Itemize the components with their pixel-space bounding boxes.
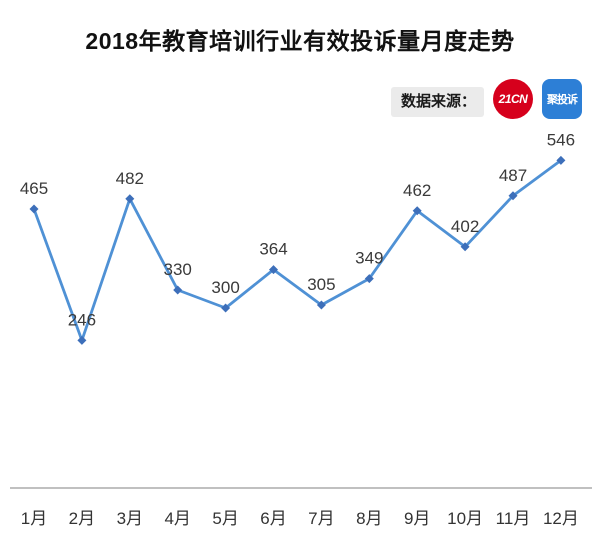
- chart-title: 2018年教育培训行业有效投诉量月度走势: [85, 28, 515, 54]
- x-tick-label: 9月: [404, 509, 430, 528]
- x-tick-label: 10月: [447, 509, 483, 528]
- 21cn-logo: 21CN: [493, 79, 533, 119]
- data-point-marker: [29, 204, 39, 214]
- data-point-marker: [173, 285, 183, 295]
- data-point-label: 465: [20, 179, 48, 198]
- x-tick-label: 8月: [356, 509, 382, 528]
- data-point-marker: [269, 265, 278, 275]
- data-point-marker: [125, 194, 135, 204]
- data-point-label: 330: [164, 260, 192, 279]
- data-point-label: 546: [547, 130, 575, 149]
- data-point-marker: [364, 274, 374, 284]
- x-tick-label: 1月: [21, 509, 47, 528]
- data-point-marker: [316, 300, 326, 310]
- jutousu-logo: 聚投诉: [542, 79, 582, 119]
- data-point-marker: [508, 191, 518, 201]
- data-point-label: 305: [307, 275, 335, 294]
- data-source-label: 数据来源：: [390, 86, 484, 117]
- x-tick-label: 4月: [164, 509, 190, 528]
- x-tick-label: 12月: [543, 509, 579, 528]
- data-point-label: 300: [211, 278, 239, 297]
- x-tick-label: 2月: [69, 509, 95, 528]
- data-point-label: 402: [451, 217, 479, 236]
- data-point-marker: [460, 242, 470, 252]
- x-tick-label: 7月: [308, 509, 334, 528]
- data-point-marker: [221, 303, 231, 313]
- x-tick-label: 5月: [212, 509, 238, 528]
- data-point-marker: [556, 155, 566, 165]
- trend-line: [32, 158, 563, 342]
- data-point-label: 246: [68, 310, 96, 329]
- x-tick-label: 6月: [260, 509, 286, 528]
- data-source-row: 数据来源： 21CN 聚投诉: [390, 79, 582, 119]
- data-point-label: 462: [403, 181, 431, 200]
- data-point-label: 349: [355, 249, 383, 268]
- data-point-label: 364: [259, 240, 287, 259]
- data-point-marker: [77, 335, 87, 345]
- x-tick-label: 3月: [117, 509, 143, 528]
- data-point-label: 487: [499, 166, 527, 185]
- x-tick-label: 11月: [496, 509, 531, 528]
- data-point-marker: [412, 206, 422, 216]
- data-point-label: 482: [116, 169, 144, 188]
